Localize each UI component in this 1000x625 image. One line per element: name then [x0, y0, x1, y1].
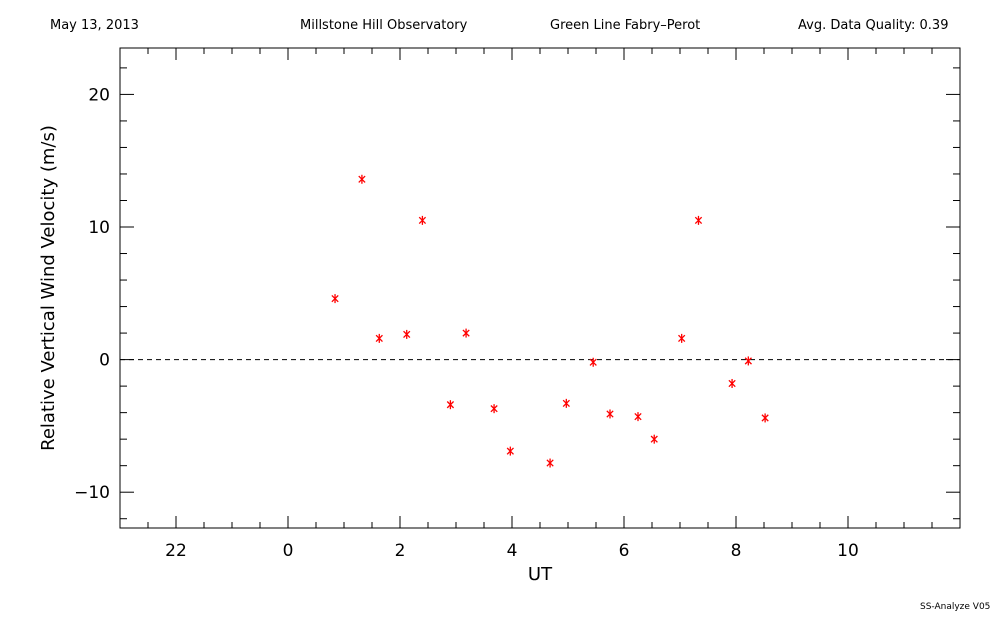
y-tick-label: 0 — [99, 351, 110, 371]
instrument-label: Green Line Fabry–Perot — [550, 18, 701, 33]
data-points — [331, 174, 769, 468]
data-point — [744, 356, 752, 366]
x-tick-label: 6 — [619, 541, 630, 561]
y-tick-label: 10 — [88, 218, 110, 238]
x-tick-label: 4 — [507, 541, 518, 561]
data-point — [375, 333, 383, 343]
data-point — [728, 378, 736, 388]
data-quality-label: Avg. Data Quality: 0.39 — [798, 18, 949, 33]
data-point — [562, 398, 570, 408]
data-point — [546, 458, 554, 468]
data-point — [446, 400, 455, 410]
tick-labels: 22 0 2 4 6 8 10 −10 0 10 20 — [74, 85, 859, 561]
date-label: May 13, 2013 — [50, 18, 139, 33]
data-point — [418, 215, 427, 225]
data-point — [589, 357, 597, 367]
y-tick-label: 20 — [88, 85, 110, 105]
observatory-label: Millstone Hill Observatory — [300, 18, 468, 33]
data-point — [761, 413, 769, 423]
data-point — [462, 328, 470, 338]
y-axis-title: Relative Vertical Wind Velocity (m/s) — [38, 125, 59, 451]
x-tick-label: 10 — [837, 541, 859, 561]
x-axis-title: UT — [528, 564, 553, 585]
data-point — [358, 174, 366, 184]
data-point — [331, 294, 339, 304]
x-tick-label: 8 — [731, 541, 742, 561]
data-point — [506, 446, 514, 456]
data-point — [650, 434, 658, 444]
data-point — [694, 215, 703, 225]
x-tick-label: 2 — [395, 541, 406, 561]
data-point — [403, 329, 411, 339]
plot-frame — [119, 47, 961, 529]
y-tick-label: −10 — [74, 483, 110, 503]
x-tick-label: 0 — [283, 541, 294, 561]
software-version-label: SS-Analyze V05 — [920, 602, 991, 612]
data-point — [490, 404, 498, 414]
data-point — [634, 412, 642, 422]
x-tick-label: 22 — [165, 541, 187, 561]
data-point — [606, 409, 614, 419]
axis-ticks — [120, 48, 960, 528]
data-point — [678, 333, 686, 343]
